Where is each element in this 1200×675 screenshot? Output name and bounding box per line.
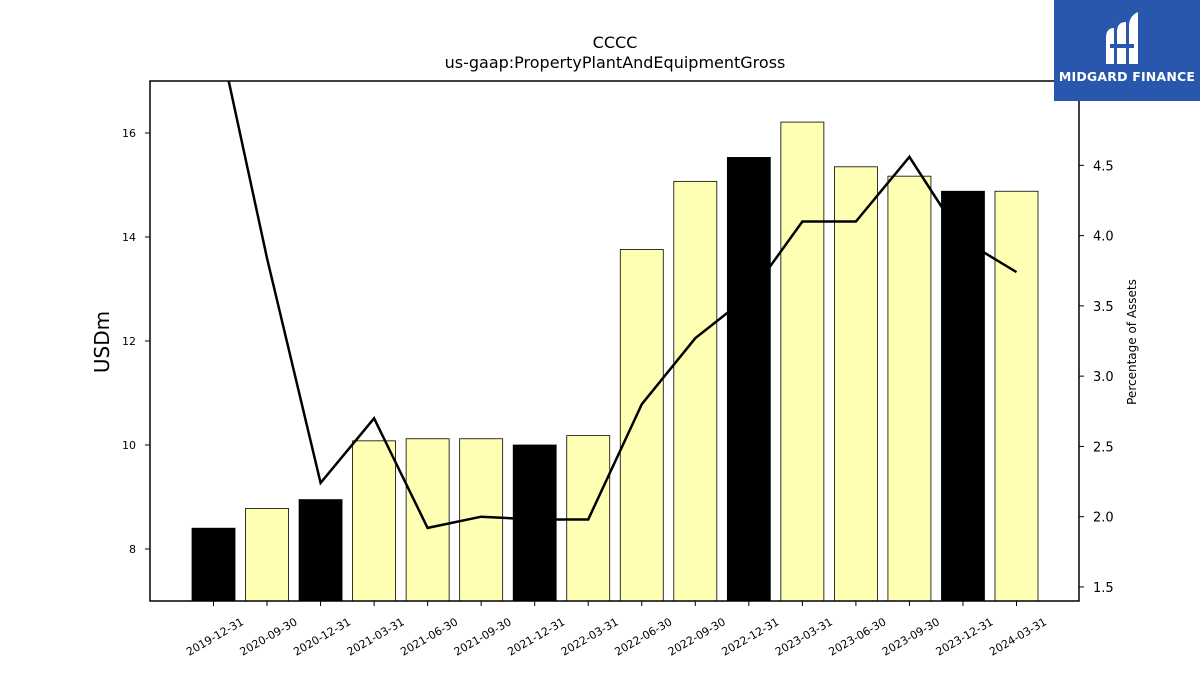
x-tick-label: 2023-06-30 bbox=[827, 615, 889, 658]
y2-axis-label: Percentage of Assets bbox=[1125, 279, 1139, 405]
x-tick-label: 2021-09-30 bbox=[452, 615, 514, 658]
x-tick-label: 2023-03-31 bbox=[773, 615, 835, 658]
y2-tick-label: 3.5 bbox=[1093, 300, 1114, 315]
x-tick-label: 2019-12-31 bbox=[184, 615, 246, 658]
x-tick-label: 2023-09-30 bbox=[880, 615, 942, 658]
y2-tick-label: 2.0 bbox=[1093, 511, 1114, 526]
line-series bbox=[227, 81, 1018, 530]
y2-tick-label: 4.0 bbox=[1093, 230, 1114, 245]
plot-frame bbox=[149, 80, 1080, 602]
y-tick-label: 12 bbox=[122, 335, 136, 348]
x-axis: 2019-12-312020-09-302020-12-312021-03-31… bbox=[184, 601, 1049, 659]
logo-text: MIDGARD FINANCE bbox=[1058, 69, 1196, 84]
x-tick-label: 2022-09-30 bbox=[666, 615, 728, 658]
bar bbox=[405, 438, 450, 602]
bar bbox=[673, 180, 718, 602]
x-tick-label: 2020-09-30 bbox=[238, 615, 300, 658]
x-tick-label: 2020-12-31 bbox=[291, 615, 353, 658]
y2-tick-label: 1.5 bbox=[1093, 581, 1114, 596]
bar bbox=[191, 527, 236, 602]
bar bbox=[887, 175, 932, 602]
bar bbox=[834, 166, 878, 602]
x-tick-label: 2022-06-30 bbox=[612, 615, 674, 658]
y2-tick-label: 4.5 bbox=[1093, 159, 1114, 174]
bar bbox=[994, 190, 1039, 602]
x-tick-label: 2022-03-31 bbox=[559, 615, 621, 658]
bar bbox=[619, 249, 664, 602]
y-axis-right: 1.5 2.0 2.5 3.0 3.5 4.0 4.5 bbox=[1079, 159, 1114, 596]
x-tick-label: 2023-12-31 bbox=[934, 615, 996, 658]
y-axis-label: USDm bbox=[90, 311, 114, 373]
bar bbox=[780, 121, 825, 602]
y-tick-label: 10 bbox=[122, 439, 136, 452]
y2-tick-label: 3.0 bbox=[1093, 370, 1114, 385]
line-percentage-of-assets bbox=[227, 81, 1018, 530]
bar bbox=[512, 444, 557, 602]
x-tick-label: 2021-06-30 bbox=[398, 615, 460, 658]
bar-series bbox=[191, 121, 1039, 602]
y-tick-label: 16 bbox=[122, 127, 136, 140]
brand-logo: MIDGARD FINANCE bbox=[1054, 0, 1200, 101]
bar bbox=[726, 157, 771, 602]
bar bbox=[941, 190, 985, 602]
bar bbox=[352, 440, 397, 602]
y-axis-left: 8 10 12 14 16 bbox=[122, 127, 150, 556]
y2-tick-label: 2.5 bbox=[1093, 440, 1114, 455]
x-tick-label: 2022-12-31 bbox=[719, 615, 781, 658]
bar bbox=[298, 499, 343, 602]
x-tick-label: 2021-03-31 bbox=[345, 615, 407, 658]
midgard-logo-icon bbox=[1106, 12, 1138, 64]
bar bbox=[245, 508, 289, 602]
y-tick-label: 8 bbox=[129, 543, 136, 556]
x-tick-label: 2024-03-31 bbox=[987, 615, 1049, 658]
chart-title: CCCC bbox=[593, 33, 638, 52]
chart-subtitle: us-gaap:PropertyPlantAndEquipmentGross bbox=[445, 53, 786, 72]
x-tick-label: 2021-12-31 bbox=[505, 615, 567, 658]
y-tick-label: 14 bbox=[122, 231, 136, 244]
